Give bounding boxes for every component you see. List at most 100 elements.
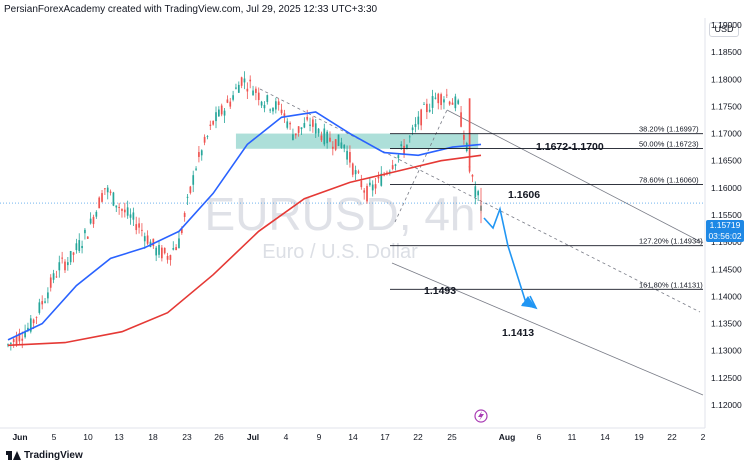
candle-body bbox=[27, 327, 29, 330]
candle-body bbox=[195, 168, 197, 170]
candle-body bbox=[101, 193, 103, 202]
candle-body bbox=[360, 180, 363, 188]
candle-body bbox=[380, 173, 383, 186]
moving-averages-layer bbox=[7, 111, 482, 347]
resistance-zone[interactable] bbox=[235, 133, 479, 149]
candle-body bbox=[451, 102, 454, 105]
price-tick-label: 1.15000 bbox=[711, 237, 742, 247]
zone-label: 1.1672-1.1700 bbox=[536, 141, 604, 153]
candle-body bbox=[32, 319, 35, 324]
candle-body bbox=[354, 170, 357, 175]
tradingview-logo[interactable]: TradingView bbox=[6, 450, 83, 461]
fib-level-label: 38.20% (1.16997) bbox=[639, 125, 699, 134]
candle-body bbox=[252, 90, 254, 96]
candle-body bbox=[172, 248, 175, 250]
candle-body bbox=[255, 88, 257, 93]
fib-level-label: 50.00% (1.16723) bbox=[639, 140, 699, 149]
candle-body bbox=[69, 250, 72, 263]
candle-body bbox=[443, 99, 445, 103]
candle-body bbox=[115, 205, 118, 208]
candle-body bbox=[346, 150, 348, 160]
channel-line-upper bbox=[446, 109, 704, 244]
candle-body bbox=[463, 134, 465, 140]
time-tick-label: 9 bbox=[317, 432, 322, 442]
candle-body bbox=[320, 135, 323, 141]
time-tick-label: 14 bbox=[600, 432, 610, 442]
candle-body bbox=[212, 120, 215, 125]
candle-body bbox=[417, 116, 420, 125]
candle-body bbox=[445, 94, 448, 96]
candle-body bbox=[35, 316, 38, 318]
candle-body bbox=[198, 152, 200, 157]
candle-body bbox=[465, 143, 468, 152]
candle-body bbox=[218, 109, 220, 117]
candle-body bbox=[420, 109, 423, 126]
moving-average-slow bbox=[7, 154, 482, 347]
candle-body bbox=[86, 236, 89, 239]
candle-body bbox=[226, 99, 229, 103]
candle-body bbox=[175, 247, 177, 251]
candle-body bbox=[374, 184, 377, 189]
price-tick-label: 1.18000 bbox=[711, 74, 742, 84]
candles-layer bbox=[7, 71, 482, 351]
candle-body bbox=[126, 207, 129, 216]
candle-body bbox=[400, 144, 403, 147]
candle-body bbox=[312, 119, 314, 127]
candle-body bbox=[371, 184, 374, 191]
candle-body bbox=[178, 238, 180, 249]
currency-button[interactable]: USD bbox=[709, 22, 739, 37]
candle-body bbox=[343, 144, 346, 149]
candle-body bbox=[21, 338, 24, 341]
candle-body bbox=[357, 171, 360, 173]
candle-body bbox=[206, 136, 209, 137]
candle-body bbox=[243, 78, 246, 83]
price-tick-label: 1.13500 bbox=[711, 319, 742, 329]
lightning-icon[interactable] bbox=[474, 409, 488, 423]
price-tick-label: 1.12500 bbox=[711, 373, 742, 383]
candle-body bbox=[78, 240, 81, 251]
price-tick-label: 1.15500 bbox=[711, 210, 742, 220]
candle-body bbox=[95, 211, 98, 217]
candle-body bbox=[92, 216, 95, 225]
time-tick-label: 22 bbox=[413, 432, 423, 442]
candle-body bbox=[223, 110, 226, 116]
channel-line-lower bbox=[391, 262, 704, 396]
candle-body bbox=[317, 128, 320, 134]
time-tick-label: 19 bbox=[634, 432, 644, 442]
candle-body bbox=[437, 93, 440, 104]
candle-body bbox=[186, 196, 189, 198]
candle-body bbox=[161, 247, 163, 259]
candle-body bbox=[366, 185, 368, 202]
candle-body bbox=[294, 133, 297, 136]
watermark-description: Euro / U.S. Dollar bbox=[262, 241, 418, 263]
candle-body bbox=[349, 152, 351, 163]
candle-body bbox=[397, 155, 400, 159]
candle-body bbox=[240, 77, 243, 86]
candle-body bbox=[169, 255, 172, 261]
candle-body bbox=[89, 218, 92, 224]
price-tick-label: 1.18500 bbox=[711, 47, 742, 57]
time-tick-label: 6 bbox=[537, 432, 542, 442]
projection-arrow bbox=[483, 206, 538, 310]
candle-body bbox=[280, 109, 283, 114]
candle-body bbox=[431, 96, 434, 108]
candle-body bbox=[123, 209, 126, 213]
trend-line-dashed bbox=[259, 88, 701, 313]
candle-body bbox=[112, 192, 115, 206]
candle-body bbox=[58, 262, 61, 271]
candle-body bbox=[146, 235, 149, 244]
candle-body bbox=[260, 101, 263, 106]
candle-body bbox=[388, 171, 391, 173]
price-tick-label: 1.16000 bbox=[711, 183, 742, 193]
candle-body bbox=[66, 262, 69, 266]
time-tick-label: 26 bbox=[214, 432, 224, 442]
candle-body bbox=[394, 164, 397, 166]
candle-body bbox=[454, 96, 457, 109]
target-label-2: 1.1493 bbox=[424, 285, 456, 297]
candle-body bbox=[44, 301, 46, 303]
candle-body bbox=[274, 101, 277, 110]
candle-body bbox=[61, 257, 63, 259]
candle-body bbox=[75, 243, 78, 251]
candle-body bbox=[189, 186, 192, 193]
